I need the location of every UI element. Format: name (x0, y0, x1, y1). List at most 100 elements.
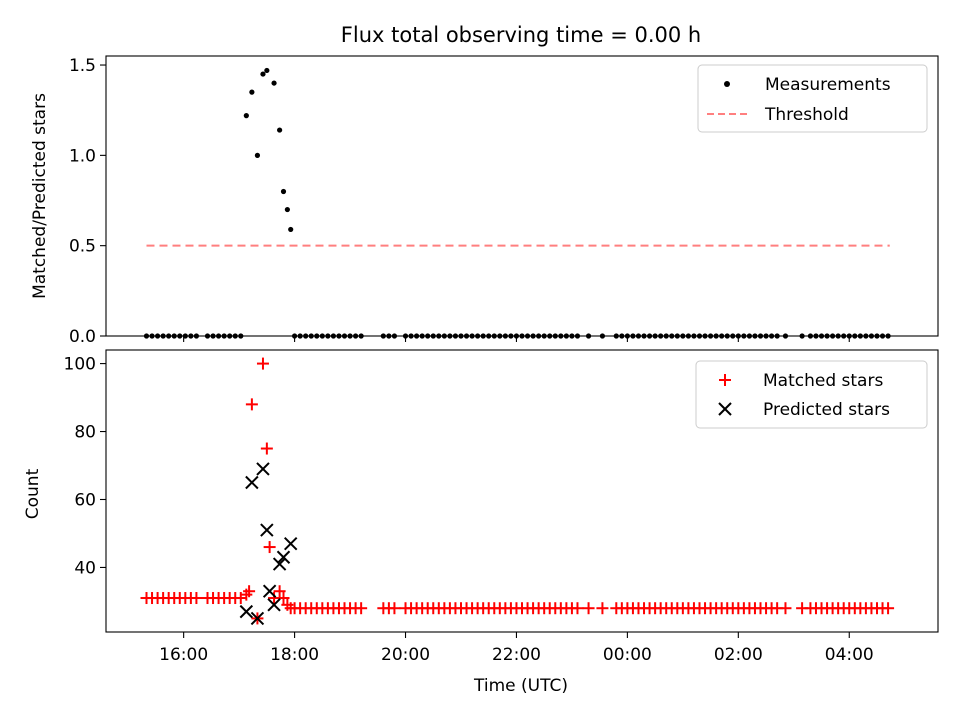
data-point (719, 333, 725, 339)
legend-predicted-label: Predicted stars (763, 400, 890, 420)
data-point (210, 333, 216, 339)
data-point (262, 584, 277, 598)
data-point (160, 333, 166, 339)
data-point (297, 333, 303, 339)
data-point (674, 333, 680, 339)
data-point (271, 80, 277, 86)
data-point (807, 333, 814, 339)
top-panel-y-ticks: 0.0 0.5 1.0 1.5 (69, 56, 106, 347)
data-point (154, 333, 161, 339)
data-point (585, 333, 592, 339)
data-point (707, 333, 714, 339)
data-point (824, 333, 830, 339)
data-point (680, 333, 686, 339)
data-point (646, 333, 653, 339)
data-point (319, 333, 325, 339)
data-point (480, 333, 486, 339)
x-tick-label: 22:00 (492, 645, 541, 665)
data-point (391, 333, 398, 339)
data-point (624, 333, 630, 339)
y-tick-label: 0.5 (69, 237, 96, 257)
data-point (227, 333, 233, 339)
data-point (291, 333, 298, 339)
data-point (288, 226, 294, 233)
data-point (263, 541, 276, 554)
data-point (419, 333, 425, 339)
data-point (232, 333, 238, 339)
data-point (582, 602, 595, 615)
data-point (260, 442, 273, 455)
data-point (447, 333, 453, 339)
data-point (769, 333, 775, 339)
data-point (879, 333, 886, 339)
data-point (571, 602, 584, 615)
data-point (283, 536, 298, 551)
legend-measurements-label: Measurements (765, 75, 891, 95)
top-panel-ylabel: Matched/Predicted stars (30, 93, 50, 299)
data-point (530, 333, 536, 339)
legend-threshold-label: Threshold (764, 105, 849, 125)
data-point (303, 333, 309, 339)
data-point (256, 357, 269, 370)
data-point (166, 333, 172, 339)
data-point (245, 475, 259, 490)
data-point (243, 585, 256, 598)
data-point (280, 188, 287, 195)
data-point (264, 67, 270, 74)
data-point (774, 333, 780, 339)
top-legend-box (697, 64, 928, 133)
data-point (221, 333, 227, 339)
x-tick-label: 20:00 (381, 645, 430, 665)
data-point (552, 333, 558, 339)
data-point (341, 333, 348, 339)
data-point (358, 333, 364, 339)
x-tick-label: 00:00 (603, 645, 652, 665)
data-point (724, 333, 730, 339)
bottom-panel-x-ticks: 16:00 18:00 20:00 22:00 00:00 02:00 04:00 (159, 632, 874, 665)
data-point (430, 333, 436, 339)
y-tick-label: 0.0 (69, 327, 96, 347)
data-point (149, 333, 155, 339)
data-point (238, 333, 244, 339)
chart-title: Flux total observing time = 0.00 h (341, 23, 701, 47)
bottom-panel-frame (105, 349, 939, 633)
data-point (325, 333, 331, 339)
x-tick-label: 02:00 (714, 645, 763, 665)
data-point (277, 592, 290, 605)
data-point (386, 333, 392, 339)
data-point (388, 602, 401, 615)
data-point (536, 333, 542, 339)
data-point (402, 333, 409, 339)
bottom-panel-y-ticks: 40 60 80 100 (64, 355, 106, 578)
data-point (757, 333, 764, 339)
data-point (846, 333, 852, 339)
data-point (502, 333, 508, 339)
data-point (799, 333, 805, 339)
data-point (547, 333, 553, 339)
data-point (882, 602, 895, 615)
x-tick-label: 18:00 (270, 645, 319, 665)
data-point (885, 333, 891, 339)
data-point (874, 333, 880, 339)
data-point (436, 333, 442, 339)
data-point (735, 333, 741, 339)
data-point (569, 333, 575, 339)
series-predicted-stars (239, 462, 298, 626)
data-point (267, 598, 281, 612)
bottom-panel-xlabel: Time (UTC) (473, 676, 568, 696)
data-point (663, 333, 669, 339)
data-point (463, 333, 470, 339)
data-point (508, 333, 514, 339)
data-point (835, 333, 841, 339)
data-point (250, 611, 265, 626)
data-point (574, 333, 581, 339)
data-point (475, 333, 481, 339)
data-point (652, 333, 658, 339)
data-point (249, 89, 255, 95)
data-point (818, 333, 825, 339)
data-point (830, 333, 836, 339)
y-tick-label: 100 (64, 355, 96, 375)
data-point (599, 333, 606, 339)
bottom-panel-series (140, 357, 895, 626)
